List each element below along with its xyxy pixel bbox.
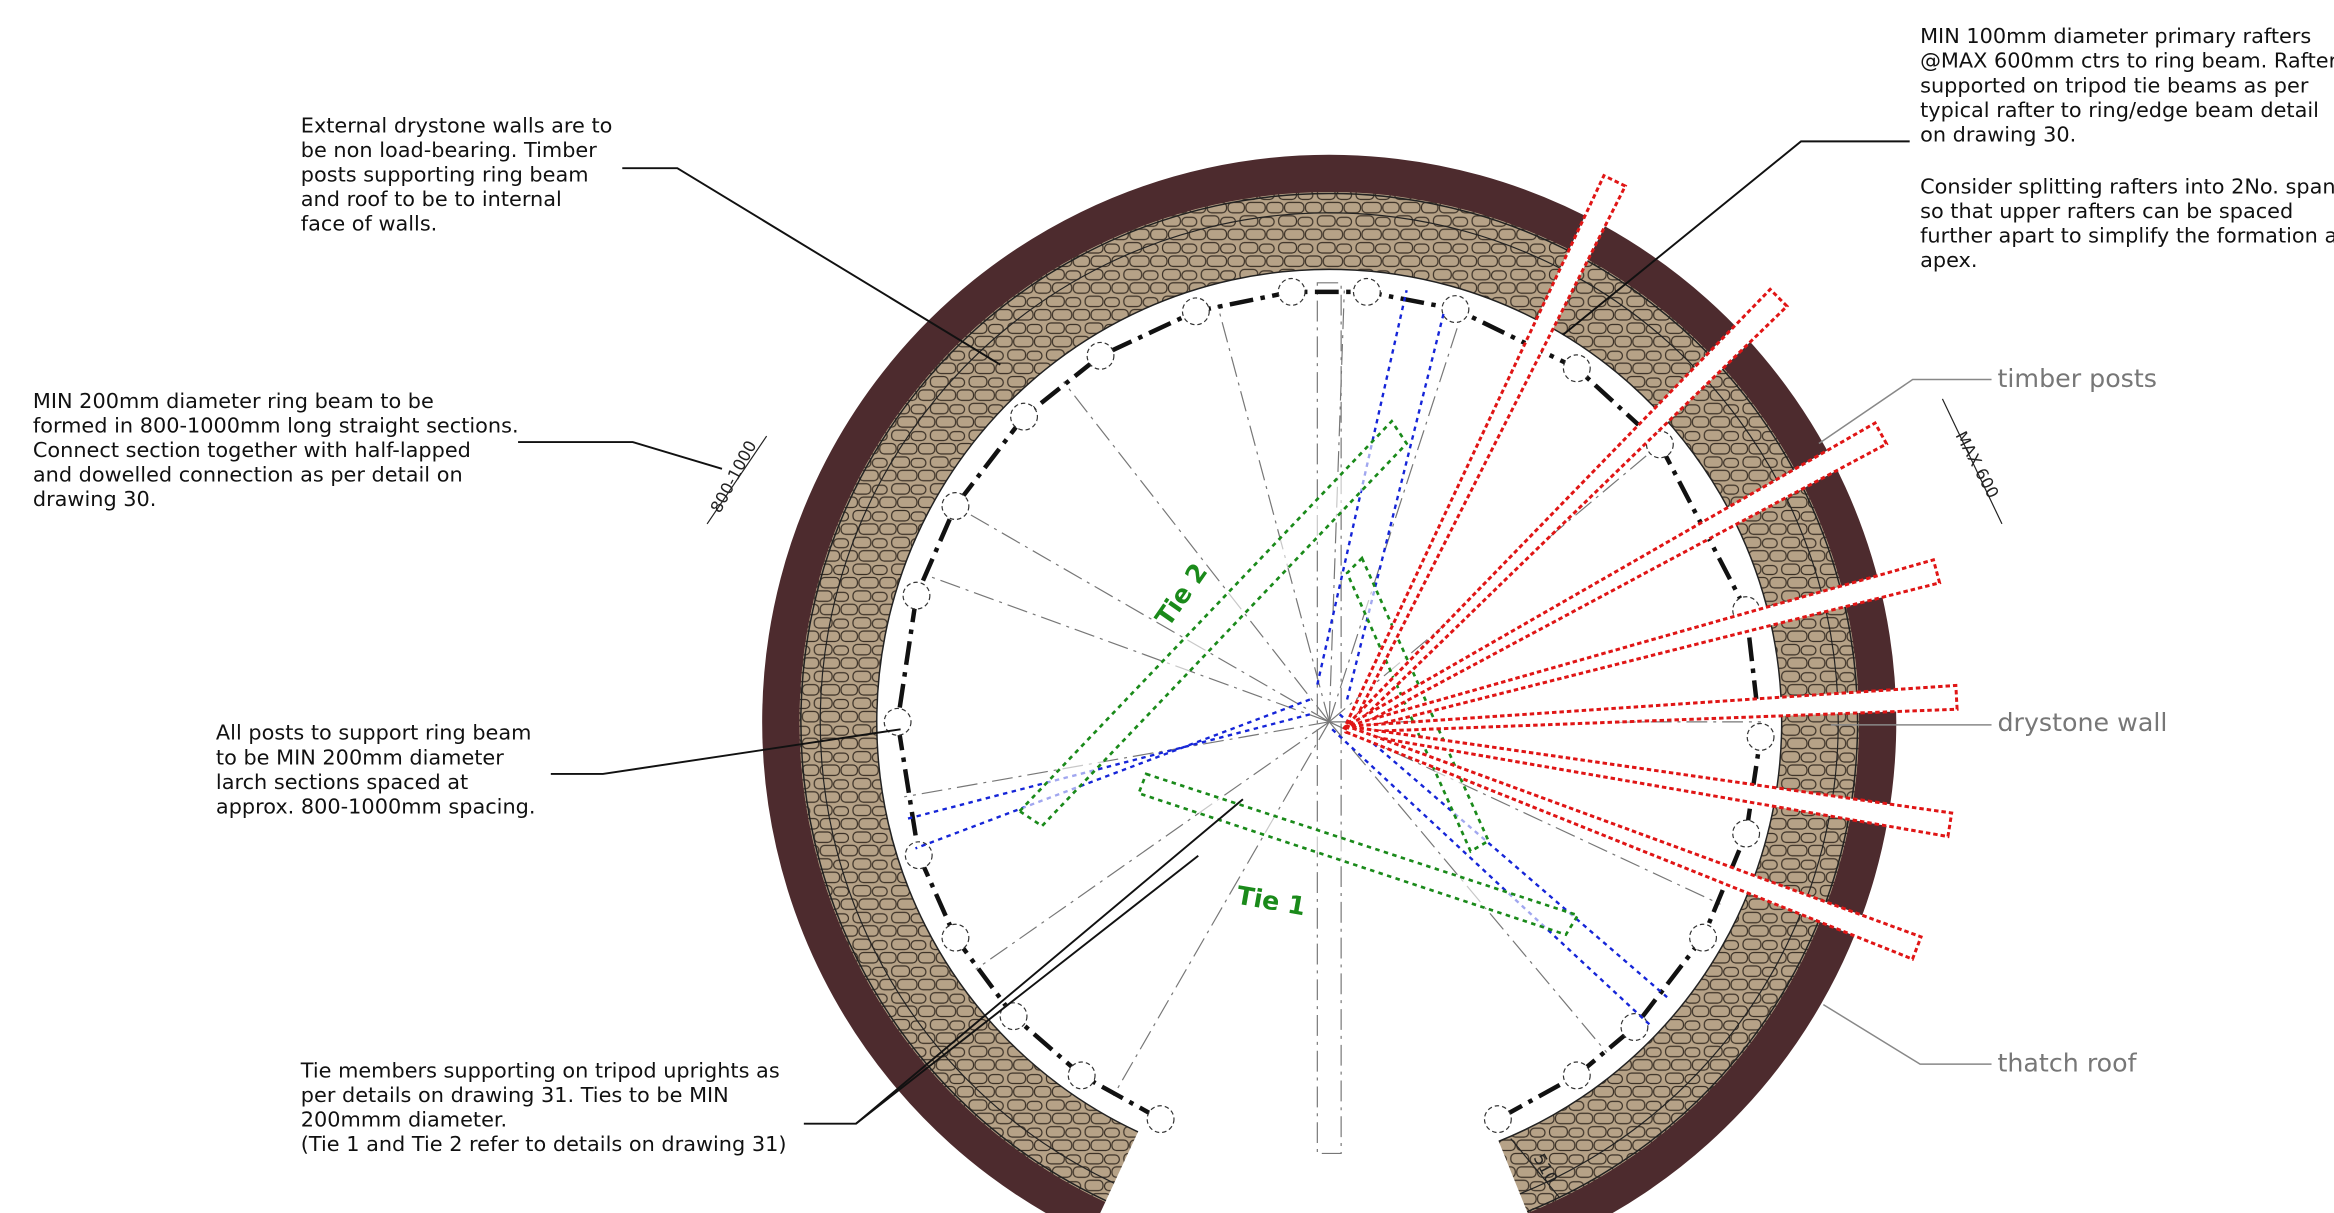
dimension: MAX 600 (1952, 428, 2003, 501)
timber-post (1353, 278, 1380, 305)
timber-post (942, 924, 969, 951)
note-line: so that upper rafters can be spaced (1920, 199, 2293, 223)
timber-post (942, 493, 969, 520)
timber-post (1278, 278, 1305, 305)
note-line: and roof to be to internal (301, 187, 562, 211)
timber-post (1442, 296, 1469, 323)
timber-post (1563, 1062, 1590, 1089)
note-line: 200mmm diameter. (301, 1108, 507, 1132)
timber-post (1068, 1062, 1095, 1089)
timber-post (1011, 403, 1038, 430)
label: timber posts (1997, 364, 2156, 393)
note: Consider splitting rafters into 2No. spa… (1920, 174, 2334, 272)
note-line: per details on drawing 31. Ties to be MI… (301, 1083, 729, 1107)
note-line: formed in 800-1000mm long straight secti… (33, 413, 519, 437)
note-line: approx. 800-1000mm spacing. (216, 794, 536, 818)
leader (1823, 1005, 1991, 1065)
leader (518, 442, 722, 469)
timber-post (1182, 298, 1209, 325)
note: Tie members supporting on tripod upright… (300, 1059, 787, 1157)
timber-post (1087, 342, 1114, 369)
note-line: posts supporting ring beam (301, 163, 589, 187)
note-line: be non load-bearing. Timber (301, 138, 597, 162)
note-line: apex. (1920, 248, 1977, 272)
note-line: (Tie 1 and Tie 2 refer to details on dra… (301, 1132, 787, 1156)
dimension: 800-1000 (707, 437, 761, 515)
note-line: typical rafter to ring/edge beam detail (1920, 98, 2319, 122)
note-line: face of walls. (301, 212, 438, 236)
timber-post (1690, 924, 1717, 951)
timber-post (1621, 1014, 1648, 1041)
note-line: Consider splitting rafters into 2No. spa… (1920, 174, 2334, 198)
label: thatch roof (1997, 1049, 2137, 1078)
timber-post (903, 582, 930, 609)
note-line: further apart to simplify the formation … (1920, 224, 2334, 248)
spoke (976, 722, 1330, 970)
note-line: Connect section together with half-lappe… (33, 438, 471, 462)
note-line: All posts to support ring beam (216, 721, 532, 745)
note-line: and dowelled connection as per detail on (33, 462, 463, 486)
note-line: larch sections spaced at (216, 770, 468, 794)
note-line: Tie members supporting on tripod upright… (300, 1059, 780, 1083)
note-line: MIN 200mm diameter ring beam to be (33, 389, 434, 413)
drawing: timber posts drystone wall thatch roof T… (0, 0, 2334, 1213)
timber-post (1147, 1106, 1174, 1133)
note-line: on drawing 30. (1920, 122, 2076, 146)
timber-post (905, 842, 932, 869)
dim-line (1942, 399, 2002, 524)
plan (782, 174, 1958, 1213)
tie-beam (1020, 421, 1407, 826)
note-line: to be MIN 200mm diameter (216, 745, 504, 769)
tie-label: Tie 1 (1234, 881, 1307, 922)
label: drystone wall (1997, 708, 2167, 737)
timber-post (1733, 820, 1760, 847)
note-line: @MAX 600mm ctrs to ring beam. Rafters (1920, 49, 2334, 73)
note-line: drawing 30. (33, 487, 157, 511)
note-line: External drystone walls are to (301, 113, 613, 137)
timber-post (1563, 355, 1590, 382)
timber-post (1484, 1106, 1511, 1133)
timber-post (1747, 724, 1774, 751)
note-line: MIN 100mm diameter primary rafters (1920, 24, 2311, 48)
note: MIN 100mm diameter primary rafters@MAX 6… (1920, 24, 2334, 146)
note-line: supported on tripod tie beams as per (1920, 73, 2309, 97)
